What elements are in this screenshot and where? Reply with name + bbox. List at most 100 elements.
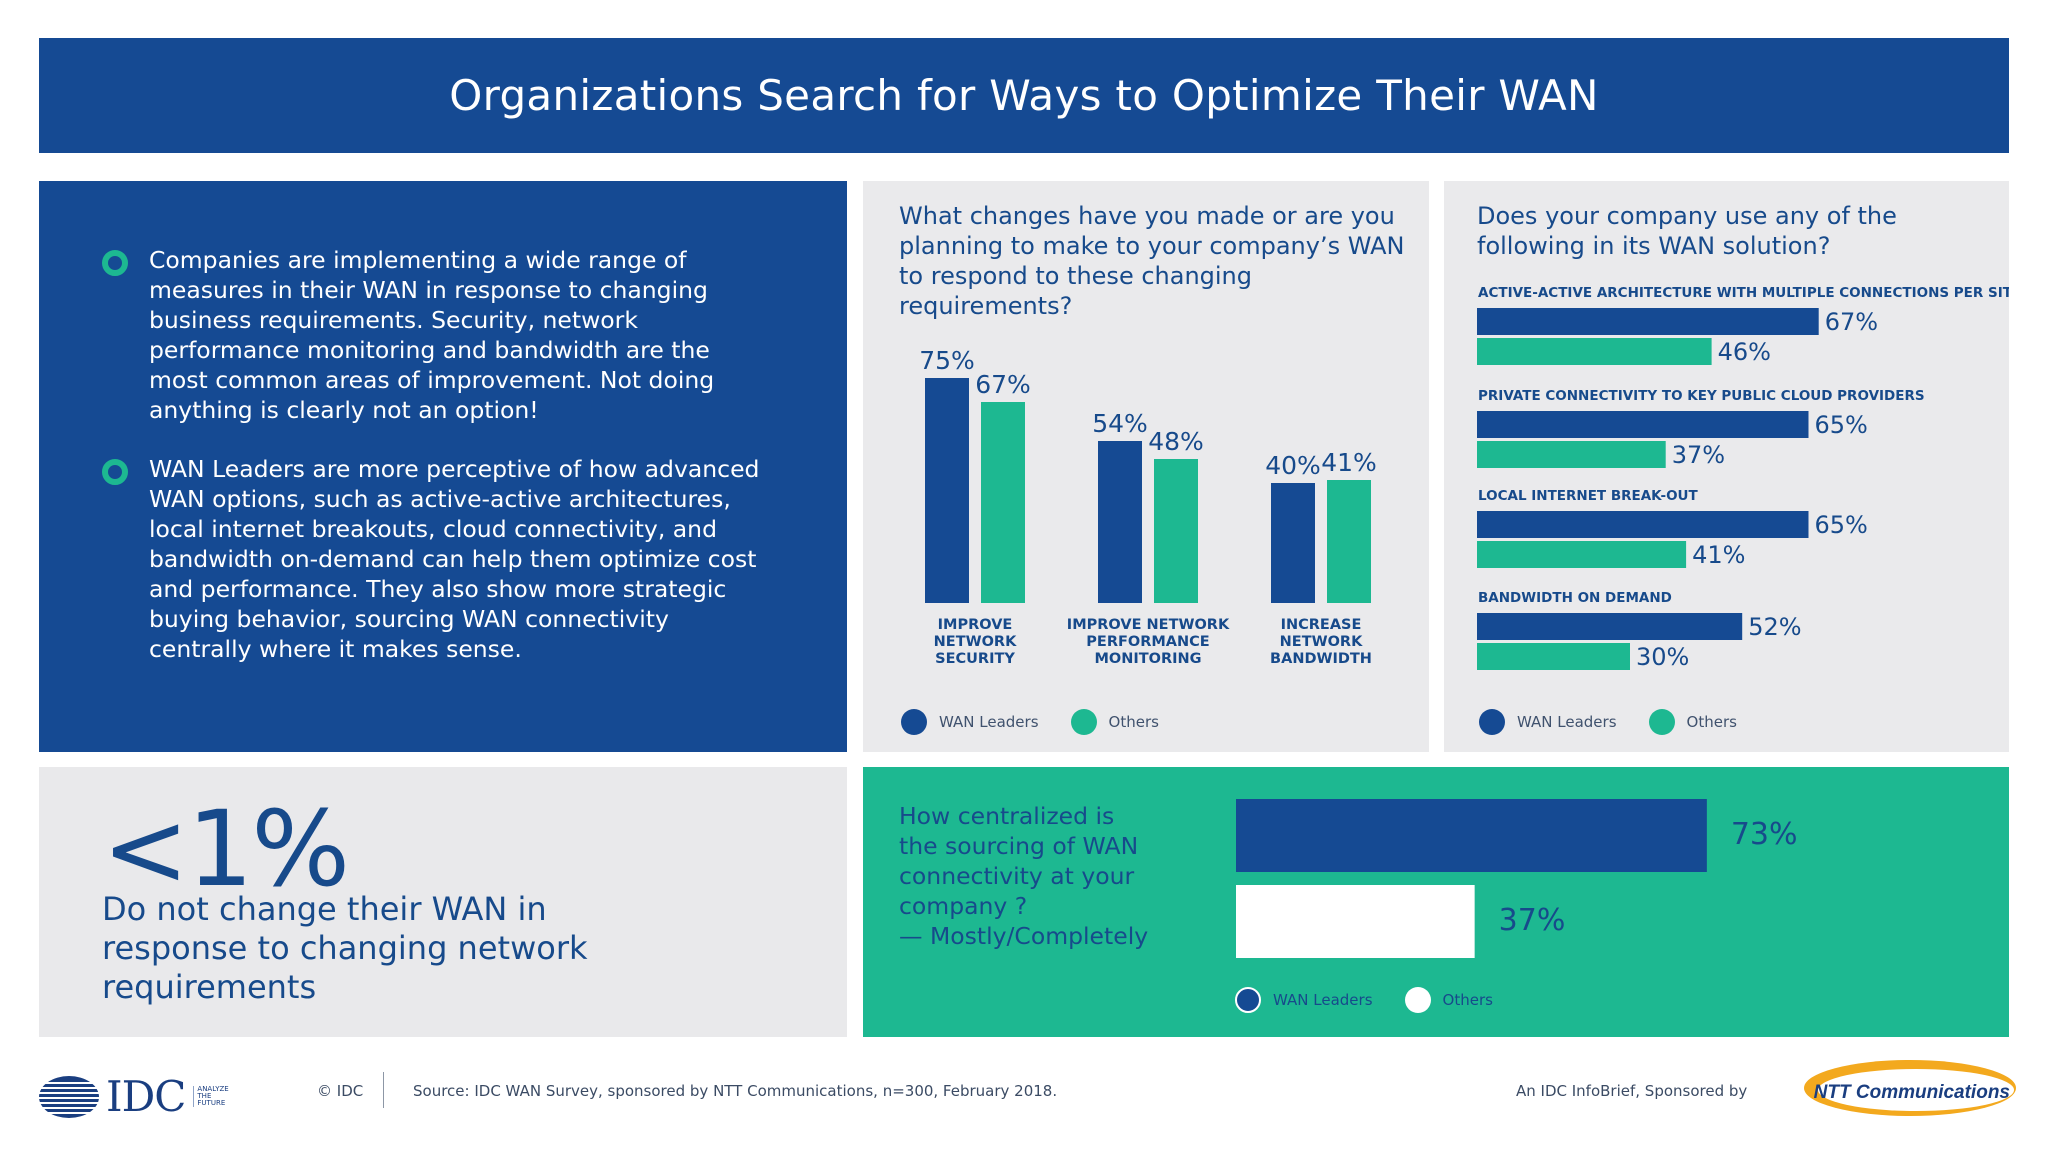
question-line: — Mostly/Completely (899, 922, 1149, 950)
legend-item-others: Others (1648, 709, 1737, 735)
legend-label: Others (1686, 713, 1737, 731)
idc-wordmark: IDC (106, 1072, 186, 1121)
data-label: 73% (1731, 817, 1798, 852)
stat-description: Do not change their WAN in response to c… (102, 890, 588, 1006)
bar-wan-leaders (1477, 511, 1809, 538)
tagline-line: ANALYZE (197, 1085, 229, 1093)
bar-wan-leaders (1236, 799, 1707, 872)
legend-swatch (901, 709, 927, 735)
idc-tagline: ANALYZE THE FUTURE (193, 1086, 233, 1107)
legend-swatch (1648, 709, 1675, 735)
legend-item-wan-leaders: WAN Leaders (1235, 987, 1373, 1013)
chart-legend: WAN Leaders Others (1235, 987, 1525, 1013)
data-label: 54% (1092, 409, 1148, 438)
category-label: NETWORK (934, 634, 1017, 650)
question-line: connectivity at your (899, 862, 1135, 890)
tagline-line: FUTURE (197, 1099, 226, 1107)
category-label: ACTIVE-ACTIVE ARCHITECTURE WITH MULTIPLE… (1478, 285, 2009, 301)
legend-label: WAN Leaders (1517, 713, 1617, 731)
ntt-communications-logo: NTT Communications (1804, 1060, 2016, 1116)
data-label: 41% (1321, 448, 1377, 477)
data-label: 65% (1815, 511, 1868, 539)
category-label: PERFORMANCE (1086, 634, 1209, 650)
legend-swatch (1404, 987, 1431, 1013)
copyright: © IDC (317, 1082, 364, 1100)
bar-others (981, 402, 1025, 603)
legend-label: Others (1442, 991, 1493, 1009)
centralized-sourcing-bar-chart: 73% 37% (1236, 799, 1798, 958)
chart-question: What changes have you made or are you pl… (899, 202, 1405, 320)
question-line: the sourcing of WAN (899, 832, 1139, 860)
bar-others (1477, 338, 1712, 365)
category-label: BANDWIDTH (1270, 651, 1372, 667)
bar-wan-leaders (1477, 308, 1819, 335)
data-label: 75% (919, 346, 975, 375)
data-label: 48% (1148, 427, 1204, 456)
legend-item-others: Others (1070, 709, 1159, 735)
data-label: 67% (975, 370, 1031, 399)
chart-legend: WAN Leaders Others (1479, 709, 1769, 735)
ntt-logo-text: NTT Communications (1814, 1082, 2010, 1103)
category-label: LOCAL INTERNET BREAK-OUT (1478, 488, 1699, 504)
bar-wan-leaders (1098, 441, 1142, 603)
bar-others (1327, 480, 1371, 603)
page-title: Organizations Search for Ways to Optimiz… (449, 71, 1599, 120)
data-label: 30% (1636, 643, 1689, 671)
legend-swatch (1235, 987, 1261, 1013)
centralized-sourcing-panel: How centralized is the sourcing of WAN con… (863, 767, 2009, 1037)
footer: IDC ANALYZE THE FUTURE © IDC Source: IDC… (0, 1052, 2048, 1152)
chart-legend: WAN Leaders Others (901, 709, 1191, 735)
title-banner: Organizations Search for Ways to Optimiz… (39, 38, 2009, 153)
footer-divider (383, 1072, 384, 1108)
wan-changes-bar-chart: 75%67%IMPROVENETWORKSECURITY54%48%IMPROV… (919, 346, 1377, 667)
central-question: How centralized is the sourcing of WAN con… (899, 801, 1169, 951)
legend-label: Others (1108, 713, 1159, 731)
legend-label: WAN Leaders (1273, 991, 1373, 1009)
data-label: 46% (1718, 338, 1771, 366)
finding-bullet: WAN Leaders are more perceptive of how a… (102, 454, 762, 664)
bar-wan-leaders (1477, 411, 1809, 438)
finding-text: WAN Leaders are more perceptive of how a… (149, 455, 760, 663)
question-line: company ? (899, 892, 1028, 920)
category-label: PRIVATE CONNECTIVITY TO KEY PUBLIC CLOUD… (1478, 388, 1925, 404)
stat-value: <1% (102, 788, 350, 910)
category-label: IMPROVE (938, 617, 1013, 633)
bar-others (1154, 459, 1198, 603)
stat-panel: <1% Do not change their WAN in response … (39, 767, 847, 1037)
data-label: 37% (1499, 903, 1566, 938)
legend-swatch (1070, 709, 1097, 735)
bullet-ring-icon (102, 459, 128, 485)
category-label: SECURITY (935, 651, 1015, 667)
idc-globe-icon (38, 1075, 100, 1118)
source-note: Source: IDC WAN Survey, sponsored by NTT… (413, 1082, 1058, 1100)
idc-logo: IDC ANALYZE THE FUTURE (38, 1072, 233, 1121)
bar-others (1477, 541, 1687, 568)
data-label: 67% (1825, 308, 1878, 336)
legend-item-others: Others (1404, 987, 1493, 1013)
bar-others (1477, 643, 1630, 670)
bullet-ring-icon (102, 250, 128, 276)
question-line: How centralized is (899, 802, 1115, 830)
wan-solution-chart-panel: Does your company use any of the followi… (1444, 181, 2009, 752)
bar-wan-leaders (925, 378, 969, 603)
data-label: 52% (1748, 613, 1801, 641)
bar-others (1477, 441, 1666, 468)
data-label: 37% (1672, 441, 1725, 469)
sponsor-note: An IDC InfoBrief, Sponsored by (1516, 1082, 1748, 1100)
legend-item-wan-leaders: WAN Leaders (901, 709, 1039, 735)
category-label: NETWORK (1280, 634, 1363, 650)
tagline-line: THE (197, 1092, 212, 1100)
wan-solution-bar-chart: ACTIVE-ACTIVE ARCHITECTURE WITH MULTIPLE… (1477, 285, 2009, 671)
category-label: INCREASE (1281, 617, 1362, 633)
category-label: IMPROVE NETWORK (1067, 617, 1230, 633)
category-label: MONITORING (1094, 651, 1201, 667)
legend-item-wan-leaders: WAN Leaders (1479, 709, 1617, 735)
legend-swatch (1479, 709, 1505, 735)
chart-question: Does your company use any of the followi… (1477, 202, 1897, 260)
bar-others (1236, 885, 1475, 958)
data-label: 40% (1265, 451, 1321, 480)
finding-bullet: Companies are implementing a wide range … (102, 245, 762, 425)
bar-wan-leaders (1271, 483, 1315, 603)
key-findings-panel: Companies are implementing a wide range … (39, 181, 847, 752)
category-label: BANDWIDTH ON DEMAND (1478, 590, 1672, 606)
